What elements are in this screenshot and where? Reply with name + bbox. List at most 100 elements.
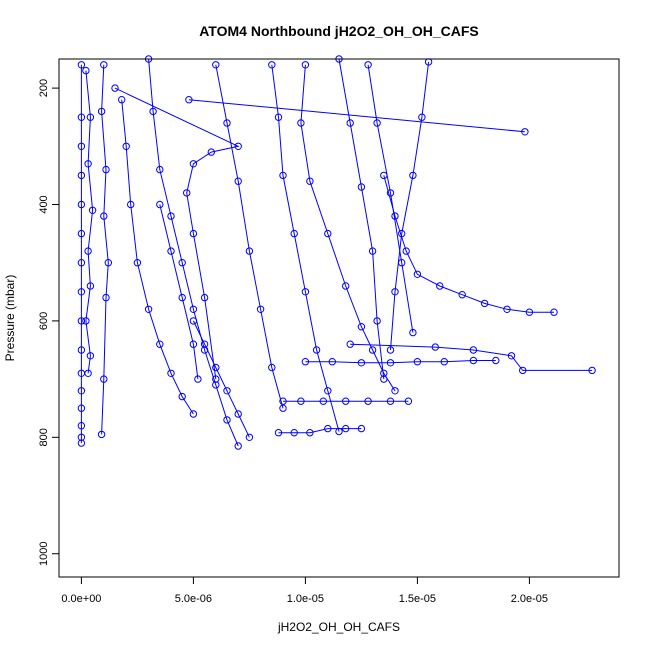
data-point-14-3 <box>342 397 350 405</box>
y-tick-label-3: 800 <box>38 428 50 446</box>
data-point-14-1 <box>297 397 305 405</box>
data-point-0-2 <box>77 142 86 151</box>
data-point-0-12 <box>77 404 86 412</box>
data-point-1-6 <box>82 317 90 325</box>
series-line-17 <box>159 204 199 380</box>
data-point-6-4 <box>256 305 265 313</box>
data-point-6-0 <box>212 61 220 69</box>
data-point-6-5 <box>268 363 276 372</box>
data-point-2-7 <box>97 430 106 439</box>
data-point-0-7 <box>77 288 86 296</box>
data-point-19-1 <box>373 119 381 127</box>
series-line-16 <box>192 320 250 438</box>
data-point-5-0 <box>111 84 119 92</box>
data-point-19-2 <box>386 189 395 197</box>
x-tick-label-0: 0.0e+00 <box>61 593 101 605</box>
data-point-13-6 <box>469 356 478 365</box>
data-point-12-5 <box>588 366 596 375</box>
data-point-2-1 <box>97 107 106 116</box>
data-point-4-9 <box>234 442 242 450</box>
data-point-2-5 <box>102 293 110 302</box>
data-point-4-7 <box>212 381 220 389</box>
x-tick-label-1: 5.0e-06 <box>175 593 212 605</box>
data-point-18-1 <box>418 113 426 121</box>
data-point-3-8 <box>189 410 198 418</box>
data-point-5-2 <box>207 148 216 156</box>
data-point-9-6 <box>368 346 377 354</box>
data-point-15-4 <box>342 424 350 433</box>
y-tick-label-4: 1000 <box>38 541 50 565</box>
data-point-0-5 <box>77 229 86 238</box>
data-point-1-4 <box>84 247 92 255</box>
data-point-11-4 <box>436 282 444 290</box>
data-point-15-3 <box>324 424 332 433</box>
series-line-3 <box>121 99 194 415</box>
data-point-0-1 <box>77 113 86 121</box>
series-line-9 <box>300 64 396 392</box>
data-point-18-2 <box>409 171 417 180</box>
data-point-11-6 <box>480 299 489 308</box>
data-point-11-3 <box>413 270 422 278</box>
data-point-5-1 <box>234 142 242 151</box>
data-point-19-0 <box>364 61 372 69</box>
data-point-11-7 <box>503 305 511 313</box>
data-point-12-4 <box>519 366 527 375</box>
data-point-15-0 <box>274 429 283 437</box>
data-point-16-3 <box>223 387 231 395</box>
data-point-6-3 <box>245 247 254 255</box>
data-point-1-8 <box>84 369 92 377</box>
data-point-9-2 <box>306 177 314 185</box>
data-point-8-0 <box>268 61 276 69</box>
data-point-9-0 <box>301 61 310 69</box>
data-point-4-1 <box>149 107 157 116</box>
data-point-3-2 <box>127 200 135 209</box>
data-point-1-1 <box>86 113 95 121</box>
data-point-11-5 <box>458 291 466 299</box>
chart-title: ATOM4 Northbound jH2O2_OH_OH_CAFS <box>199 23 479 39</box>
data-point-3-6 <box>167 369 175 377</box>
data-point-16-4 <box>234 410 242 418</box>
data-point-1-2 <box>84 160 92 168</box>
data-point-17-4 <box>194 375 202 383</box>
data-point-1-3 <box>88 206 97 215</box>
data-point-13-3 <box>386 359 395 367</box>
x-tick-label-2: 1.0e-05 <box>287 593 324 605</box>
data-point-13-5 <box>440 358 448 366</box>
data-point-13-7 <box>492 356 500 365</box>
data-point-0-14 <box>77 433 86 441</box>
data-point-14-5 <box>386 397 395 405</box>
series-line-12 <box>350 343 593 371</box>
data-point-17-2 <box>178 293 186 302</box>
data-point-18-3 <box>398 229 406 238</box>
series-line-13 <box>305 360 496 364</box>
data-point-0-9 <box>77 346 86 354</box>
data-point-10-3 <box>368 247 377 255</box>
series-line-15 <box>278 428 362 434</box>
data-point-2-4 <box>104 259 113 267</box>
series-line-11 <box>383 175 554 313</box>
series-line-19 <box>367 64 414 333</box>
data-point-8-4 <box>301 288 310 296</box>
data-point-9-5 <box>357 323 366 331</box>
x-tick-label-3: 1.5e-05 <box>399 593 436 605</box>
data-point-19-3 <box>398 259 406 267</box>
y-axis: 200 400 600 800 1000 <box>38 79 60 566</box>
data-point-17-1 <box>167 247 175 255</box>
data-point-14-0 <box>279 397 287 405</box>
data-point-4-3 <box>167 212 175 220</box>
y-tick-label-0: 200 <box>38 79 50 97</box>
data-point-7-0 <box>185 96 193 104</box>
x-axis: 0.0e+00 5.0e-06 1.0e-05 1.5e-05 2.0e-05 <box>61 576 548 605</box>
data-point-13-4 <box>413 358 422 366</box>
data-point-8-6 <box>324 387 332 395</box>
data-point-4-4 <box>178 259 186 267</box>
series-line-2 <box>101 64 109 435</box>
series-line-10 <box>338 58 385 380</box>
data-point-0-11 <box>77 387 86 395</box>
plot-frame <box>58 58 620 578</box>
data-point-8-1 <box>274 113 283 121</box>
data-point-10-2 <box>357 183 366 191</box>
series-line-4 <box>148 58 239 447</box>
y-axis-label: Pressure (mbar) <box>3 275 17 362</box>
